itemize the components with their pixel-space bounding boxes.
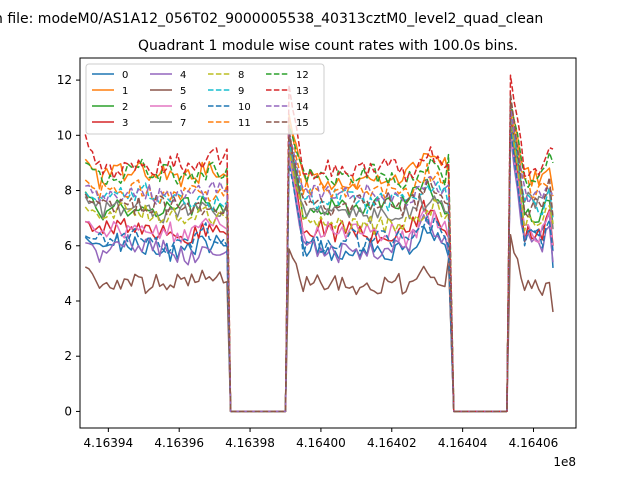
y-tick-label: 2: [64, 349, 72, 363]
x-tick-label: 4.16396: [154, 436, 204, 450]
legend-label: 11: [238, 118, 251, 129]
series-line-13: [84, 74, 554, 413]
series-line-5: [84, 234, 554, 413]
legend-label: 13: [296, 86, 309, 97]
x-tick-label: 4.16400: [296, 436, 346, 450]
legend-label: 0: [122, 70, 128, 81]
legend-label: 6: [180, 102, 186, 113]
legend-label: 1: [122, 86, 128, 97]
legend-label: 14: [296, 102, 309, 113]
x-tick-label: 4.16406: [509, 436, 559, 450]
x-tick-label: 4.16402: [367, 436, 417, 450]
y-tick-label: 12: [57, 73, 72, 87]
legend-label: 3: [122, 118, 128, 129]
y-tick-label: 6: [64, 239, 72, 253]
legend-frame: [85, 63, 325, 135]
x-offset-label: 1e8: [553, 455, 576, 469]
y-axis: 0 2 4 6 8 10 12: [57, 73, 80, 418]
y-tick-label: 0: [64, 404, 72, 418]
series-line-1: [84, 105, 554, 413]
x-tick-label: 4.16394: [84, 436, 134, 450]
series-line-12: [84, 100, 554, 413]
legend-label: 15: [296, 118, 309, 129]
legend-label: 7: [180, 118, 186, 129]
chart-title: Quadrant 1 module wise count rates with …: [138, 38, 518, 54]
x-axis: 4.16394 4.16396 4.16398 4.16400 4.16402 4.164…: [84, 428, 559, 450]
legend-label: 5: [180, 86, 186, 97]
series-line-15: [84, 93, 554, 413]
series-line-8: [84, 121, 554, 413]
series-line-4: [85, 133, 554, 413]
series-line-6: [85, 133, 554, 413]
y-tick-label: 8: [64, 184, 72, 198]
series-line-14: [85, 105, 554, 413]
legend-label: 12: [296, 70, 309, 81]
series-line-9: [84, 111, 554, 413]
figure-suptitle: n file: modeM0/AS1A12_056T02_9000005538_…: [0, 11, 543, 27]
legend-label: 8: [238, 70, 244, 81]
legend-label: 9: [238, 86, 244, 97]
plot-area: 4.16394 4.16396 4.16398 4.16400 4.16402 4.164…: [57, 57, 577, 469]
series-line-10: [84, 126, 554, 413]
legend-label: 10: [238, 102, 251, 113]
y-tick-label: 4: [64, 294, 72, 308]
series-line-11: [84, 110, 554, 413]
x-tick-label: 4.16398: [225, 436, 275, 450]
x-tick-label: 4.16404: [438, 436, 488, 450]
series-lines: [84, 74, 554, 413]
legend-label: 4: [180, 70, 186, 81]
y-tick-label: 10: [57, 128, 72, 142]
axes-frame: [79, 57, 577, 429]
legend-label: 2: [122, 102, 128, 113]
